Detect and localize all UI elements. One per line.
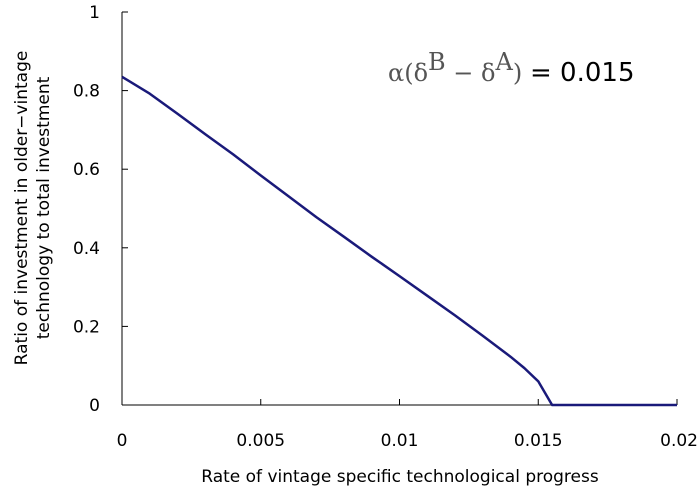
annotation-alpha-delta: α(δ <box>388 59 428 87</box>
series-group <box>121 75 677 407</box>
annotation-sup-a: A <box>495 48 514 76</box>
annotation-minus-delta: − δ <box>446 59 496 87</box>
series-line <box>121 75 677 407</box>
y-tick-label: 0.8 <box>73 82 100 102</box>
y-axis-title-line2: technology to total investment <box>34 76 54 339</box>
annotation-formula: α(δB − δA) <box>388 48 522 87</box>
x-tick-label: 0 <box>117 431 128 451</box>
y-tick-label: 0 <box>89 396 100 416</box>
x-tick-label: 0.015 <box>514 431 563 451</box>
y-tick-label: 1 <box>89 3 100 23</box>
y-axis-title: Ratio of investment in older−vintage tec… <box>12 51 54 366</box>
y-ticks: 0 0.2 0.4 0.6 0.8 1 <box>73 3 128 416</box>
y-tick-label: 0.2 <box>73 317 100 337</box>
annotation: α(δB − δA) = 0.015 <box>388 48 634 88</box>
annotation-sup-b: B <box>428 48 446 76</box>
y-axis-title-line1: Ratio of investment in older−vintage <box>12 51 32 366</box>
y-tick-label: 0.6 <box>73 160 100 180</box>
annotation-value: = 0.015 <box>530 58 634 88</box>
x-tick-label: 0.005 <box>236 431 285 451</box>
x-axis-title: Rate of vintage specific technological p… <box>201 467 599 487</box>
y-tick-label: 0.4 <box>73 239 100 259</box>
x-ticks: 0 0.005 0.01 0.015 0.02 <box>117 399 698 451</box>
annotation-close: ) <box>513 59 522 87</box>
x-tick-label: 0.01 <box>381 431 419 451</box>
x-tick-label: 0.02 <box>660 431 698 451</box>
